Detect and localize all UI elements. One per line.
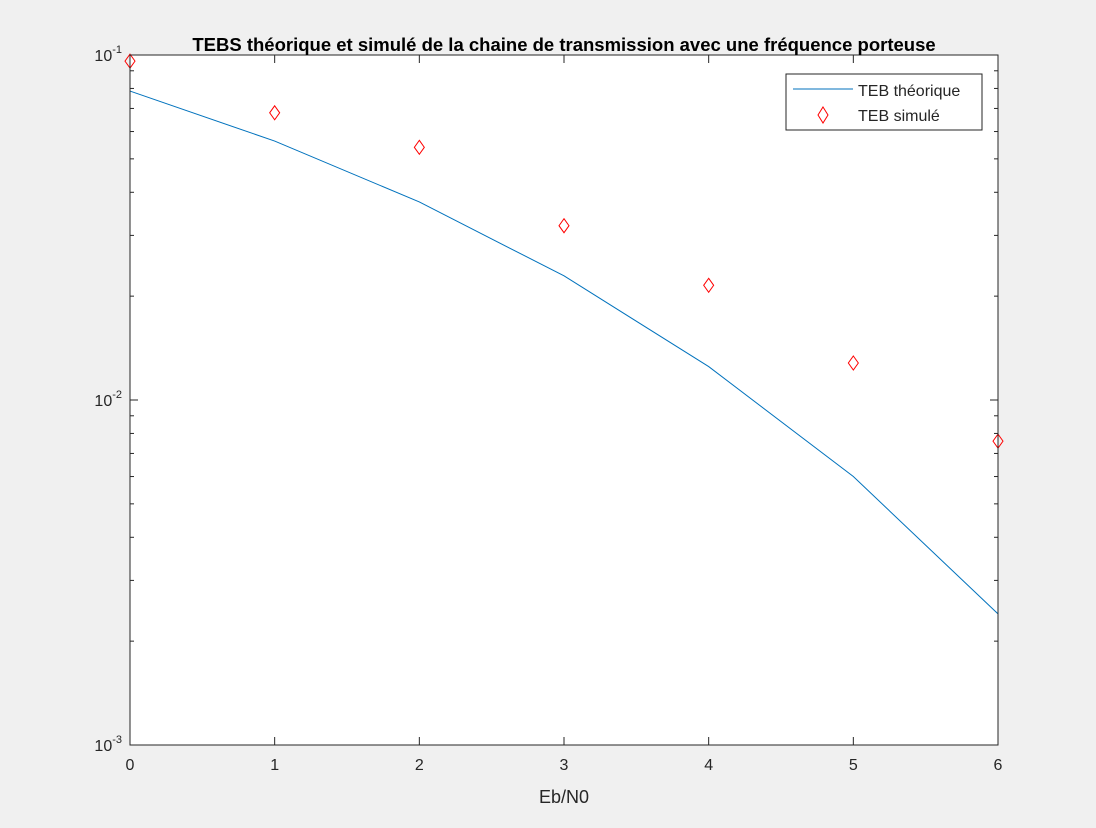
x-tick-label: 1 — [270, 757, 279, 774]
x-tick-label: 0 — [126, 757, 135, 774]
data-point-simulated — [413, 139, 425, 156]
series-line-theoretical — [129, 90, 999, 615]
x-axis-label: Eb/N0 — [539, 787, 589, 807]
data-point-simulated — [269, 104, 281, 121]
x-tick-label: 4 — [704, 757, 713, 774]
x-tick-label: 6 — [994, 757, 1003, 774]
legend-diamond-swatch — [817, 106, 829, 124]
data-point-simulated — [847, 355, 859, 371]
legend-entry-theoretical: TEB théorique — [858, 83, 960, 100]
data-point-simulated — [703, 277, 715, 294]
x-tick-label: 2 — [415, 757, 424, 774]
chart-title: TEBS théorique et simulé de la chaine de… — [192, 34, 935, 55]
plot-area — [130, 55, 998, 745]
legend: TEB théorique TEB simulé — [785, 73, 983, 131]
x-tick-label: 3 — [560, 757, 569, 774]
legend-entry-simulated: TEB simulé — [858, 108, 940, 125]
data-point-simulated — [558, 217, 570, 234]
legend-box — [785, 73, 983, 131]
minor-ticks — [130, 70, 998, 642]
x-tick-label: 5 — [849, 757, 858, 774]
plot-frame — [129, 54, 999, 746]
